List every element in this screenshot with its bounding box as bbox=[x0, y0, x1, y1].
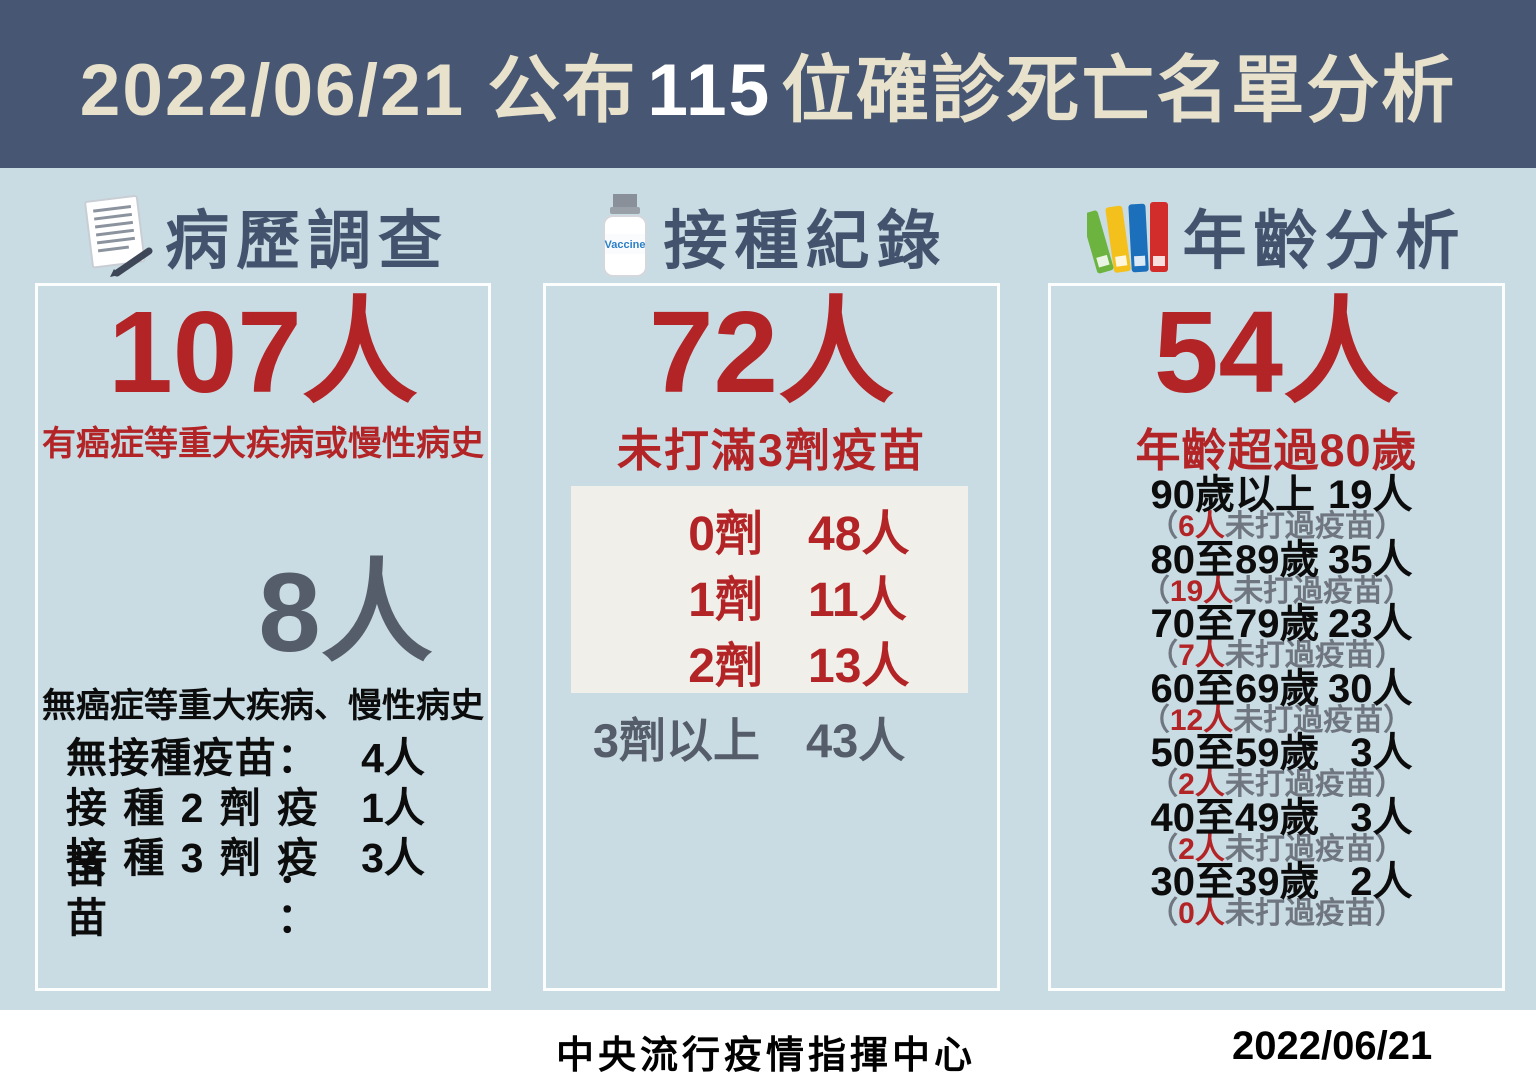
dose-row: 2劑 13人 bbox=[571, 626, 968, 693]
age-range: 80至89歲 bbox=[1150, 537, 1320, 582]
section-header-vaccination: Vaccine 接種紀錄 bbox=[543, 188, 1000, 284]
age-group: 80至89歲 35人 （19人未打過疫苗） bbox=[1051, 537, 1502, 608]
age-count: 3人 bbox=[1350, 795, 1413, 840]
document-pen-icon bbox=[84, 194, 153, 277]
no-disease-vaccine-breakdown: 無接種疫苗： 4人 接種2劑疫苗： 1人 接種3劑疫苗： 3人 bbox=[66, 724, 432, 941]
age-breakdown-list: 90歲以上 19人 （6人未打過疫苗） 80至89歲 35人 （19人未打過疫苗） … bbox=[1051, 473, 1502, 930]
age-unvaccinated-note: （0人未打過疫苗） bbox=[1148, 897, 1405, 930]
dose-breakdown-box: 0劑 48人 1劑 11人 2劑 13人 bbox=[571, 486, 968, 693]
age-count: 35人 bbox=[1328, 537, 1413, 582]
page-title: 2022/06/21 公布 115 位確診死亡名單分析 bbox=[80, 31, 1456, 137]
section-header-label: 接種紀錄 bbox=[663, 205, 948, 277]
dose-value: 11人 bbox=[808, 574, 907, 627]
panel-vaccination-record: 72人 未打滿3劑疫苗 0劑 48人 1劑 11人 2劑 13人 3劑以上 43… bbox=[543, 283, 1000, 991]
stat-over80-label: 年齡超過80歲 bbox=[1135, 425, 1418, 476]
age-count: 23人 bbox=[1328, 602, 1413, 646]
age-unvaccinated-note: （2人未打過疫苗） bbox=[1148, 832, 1405, 866]
footer-date: 2022/06/21 bbox=[1232, 1024, 1433, 1068]
age-range: 60至69歲 bbox=[1150, 666, 1320, 711]
dose-label: 2劑 bbox=[688, 640, 763, 693]
age-group: 40至49歲 3人 （2人未打過疫苗） bbox=[1051, 795, 1502, 866]
age-group: 60至69歲 30人 （12人未打過疫苗） bbox=[1051, 666, 1502, 737]
age-range: 90歲以上 bbox=[1150, 473, 1316, 517]
dose-value: 48人 bbox=[808, 508, 910, 561]
dose-label: 3劑以上 bbox=[592, 714, 760, 767]
age-range: 30至39歲 bbox=[1150, 860, 1320, 904]
dose-label: 1劑 bbox=[688, 574, 763, 627]
age-unvaccinated-note: （12人未打過疫苗） bbox=[1139, 703, 1414, 737]
age-unvaccinated-note: （2人未打過疫苗） bbox=[1148, 768, 1405, 801]
row-label: 接種2劑疫苗： bbox=[66, 785, 318, 891]
title-suffix: 位確診死亡名單分析 bbox=[781, 50, 1457, 131]
age-unvaccinated-note: （19人未打過疫苗） bbox=[1139, 574, 1414, 608]
unvaccinated-count: 0人 bbox=[1178, 897, 1225, 930]
breakdown-row: 接種3劑疫苗： 3人 bbox=[66, 824, 432, 941]
stat-with-disease-count: 107人 bbox=[108, 287, 418, 417]
row-label: 接種3劑疫苗： bbox=[66, 835, 318, 941]
dose-value: 43人 bbox=[806, 714, 906, 767]
unvaccinated-count: 6人 bbox=[1178, 510, 1225, 543]
unvaccinated-count: 12人 bbox=[1169, 703, 1234, 737]
stat-no-disease-count: 8人 bbox=[258, 550, 433, 675]
breakdown-row: 接種2劑疫苗： 1人 bbox=[66, 774, 432, 891]
age-range: 40至49歲 bbox=[1150, 795, 1320, 840]
title-prefix: 2022/06/21 公布 bbox=[79, 50, 638, 131]
stat-no-disease-label: 無癌症等重大疾病、慢性病史 bbox=[42, 687, 484, 725]
books-icon bbox=[1086, 202, 1168, 274]
breakdown-row: 無接種疫苗： 4人 bbox=[66, 724, 432, 781]
row-value: 1人 bbox=[361, 785, 425, 831]
age-group: 50至59歲 3人 （2人未打過疫苗） bbox=[1051, 731, 1502, 801]
age-range: 50至59歲 bbox=[1150, 731, 1320, 775]
stat-under3dose-label: 未打滿3劑疫苗 bbox=[616, 425, 927, 476]
stat-under3dose-count: 72人 bbox=[648, 287, 895, 417]
dose-row: 1劑 11人 bbox=[571, 560, 968, 627]
age-group: 90歲以上 19人 （6人未打過疫苗） bbox=[1051, 473, 1502, 543]
age-unvaccinated-note: （6人未打過疫苗） bbox=[1148, 510, 1405, 543]
panel-age-analysis: 54人 年齡超過80歲 90歲以上 19人 （6人未打過疫苗） 80至89歲 35人… bbox=[1048, 283, 1505, 991]
unvaccinated-count: 2人 bbox=[1178, 832, 1225, 866]
vaccine-vial-icon: Vaccine bbox=[602, 194, 647, 277]
dose-row-3plus: 3劑以上 43人 bbox=[571, 702, 968, 768]
stat-over80-count: 54人 bbox=[1153, 287, 1400, 417]
unvaccinated-count: 19人 bbox=[1169, 574, 1234, 608]
footer-organization: 中央流行疫情指揮中心 bbox=[556, 1035, 977, 1077]
age-count: 30人 bbox=[1328, 666, 1413, 711]
unvaccinated-count: 2人 bbox=[1178, 768, 1225, 801]
age-count: 2人 bbox=[1350, 860, 1413, 904]
dose-value: 13人 bbox=[808, 640, 910, 693]
row-value: 4人 bbox=[361, 735, 425, 781]
section-header-age: 年齡分析 bbox=[1048, 188, 1505, 284]
age-count: 19人 bbox=[1328, 473, 1413, 517]
title-band: 2022/06/21 公布 115 位確診死亡名單分析 bbox=[0, 0, 1536, 168]
stat-with-disease-label: 有癌症等重大疾病或慢性病史 bbox=[42, 425, 484, 463]
dose-label: 0劑 bbox=[688, 508, 763, 561]
vaccine-label-text: Vaccine bbox=[604, 239, 645, 251]
footer-band: 中央流行疫情指揮中心 2022/06/21 bbox=[0, 1010, 1536, 1085]
panel-medical-history: 107人 有癌症等重大疾病或慢性病史 8人 無癌症等重大疾病、慢性病史 無接種疫… bbox=[35, 283, 491, 991]
age-range: 70至79歲 bbox=[1150, 602, 1320, 646]
age-group: 70至79歲 23人 （7人未打過疫苗） bbox=[1051, 602, 1502, 672]
section-header-medical-history: 病歷調查 bbox=[35, 188, 491, 284]
section-header-label: 病歷調查 bbox=[165, 205, 449, 277]
age-unvaccinated-note: （7人未打過疫苗） bbox=[1148, 639, 1405, 672]
section-header-label: 年齡分析 bbox=[1182, 205, 1467, 277]
age-count: 3人 bbox=[1350, 731, 1413, 775]
dose-row: 0劑 48人 bbox=[571, 494, 968, 561]
age-group: 30至39歲 2人 （0人未打過疫苗） bbox=[1051, 860, 1502, 930]
row-value: 3人 bbox=[361, 835, 425, 881]
row-label: 無接種疫苗： bbox=[66, 735, 318, 781]
unvaccinated-count: 7人 bbox=[1178, 639, 1225, 672]
title-count: 115 bbox=[647, 50, 772, 131]
